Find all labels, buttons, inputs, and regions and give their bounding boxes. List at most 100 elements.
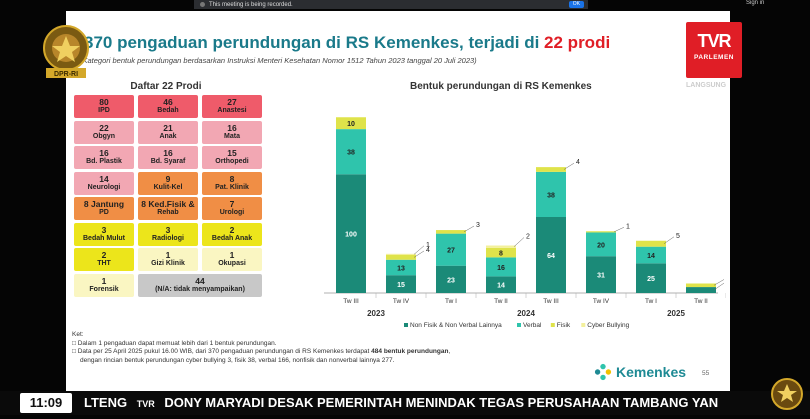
- bar-value-label: 20: [597, 242, 605, 249]
- prodi-label: Radiologi: [152, 234, 184, 242]
- bar-value-label: 8: [499, 251, 503, 258]
- prodi-label: Anak: [159, 132, 177, 140]
- prodi-cell: 8 Pat. Klinik: [202, 171, 262, 195]
- x-tick-label: Tw IV: [393, 298, 410, 305]
- prodi-label: Urologi: [219, 209, 245, 216]
- slide-title: 370 pengaduan perundungan di RS Kemenkes…: [84, 33, 610, 53]
- bar-value-label: 16: [497, 265, 505, 272]
- prodi-cell: 1 Forensik: [74, 273, 134, 297]
- bar-segment: [386, 255, 416, 260]
- tvr-parlemen-logo: TVR PARLEMEN: [686, 22, 742, 78]
- bar-value-label: 1: [626, 223, 630, 230]
- dpr-emblem-text: DPR-RI: [54, 71, 78, 78]
- callout-line: [413, 250, 425, 258]
- bar-segment: [536, 171, 566, 217]
- tvr-logo-subtext: PARLEMEN: [694, 54, 734, 61]
- bar-value-label: 4: [576, 159, 580, 166]
- prodi-count: 21: [163, 122, 173, 133]
- prodi-label: Bedah Anak: [211, 234, 253, 242]
- bar-segment: [436, 265, 466, 293]
- prodi-label: Bedah: [157, 107, 179, 114]
- prodi-label: Rehab: [157, 209, 179, 216]
- prodi-list-panel: Daftar 22 Prodi 80 IPD 46 Bedah 27 Anastesi 22…: [70, 81, 262, 315]
- bar-segment: [336, 129, 366, 175]
- ticker-logo: TVR: [136, 398, 155, 409]
- prodi-cell: 14 Neurologi: [74, 171, 134, 195]
- prodi-count: 15: [227, 148, 237, 158]
- prodi-count: 44: [195, 275, 205, 286]
- x-tick-label: Tw III: [543, 298, 559, 305]
- bar-segment: [386, 259, 416, 276]
- prodi-count: 2: [101, 250, 107, 260]
- year-label: 2023: [367, 309, 385, 318]
- bar-value-label: 4: [426, 247, 430, 254]
- prodi-label: (N/A: tidak menyampaikan): [155, 285, 245, 293]
- prodi-count: 16: [99, 148, 109, 158]
- callout-line: [463, 225, 475, 233]
- x-tick-label: Tw III: [343, 298, 359, 305]
- prodi-count: 27: [227, 97, 237, 107]
- prodi-cell: 16 Bd. Plastik: [74, 146, 134, 169]
- x-tick-label: Tw II: [694, 298, 708, 305]
- bar-value-label: 14: [497, 283, 505, 290]
- slide-subtitle: (Kategori bentuk perundungan berdasarkan…: [80, 56, 477, 65]
- bar-segment: [536, 167, 566, 172]
- prodi-label: Bedah Mulut: [83, 234, 125, 242]
- prodi-count: 16: [163, 148, 173, 158]
- prodi-label: Kulit-Kel: [153, 183, 183, 191]
- recording-notice-bar: This meeting is being recorded. OK: [194, 0, 588, 9]
- prodi-count: 7: [229, 199, 235, 209]
- prodi-count: 46: [163, 97, 173, 107]
- x-tick-label: Tw I: [445, 298, 457, 305]
- prodi-cell: 8 Ked.Fisik & Rehab: [138, 197, 198, 220]
- note-item: □ Data per 25 April 2025 pukul 16.00 WIB…: [72, 348, 451, 355]
- note-item: □ Dalam 1 pengaduan dapat memuat lebih d…: [72, 339, 277, 347]
- prodi-cell: 7 Urologi: [202, 197, 262, 220]
- prodi-cell: 44 (N/A: tidak menyampaikan): [138, 273, 262, 297]
- prodi-cell: 3 Radiologi: [138, 222, 198, 246]
- note-2-pre: Data per 25 April 2025 pukul 16.00 WIB, …: [77, 348, 372, 355]
- presentation-slide: 370 pengaduan perundungan di RS Kemenkes…: [66, 11, 730, 391]
- slide-title-highlight: 22 prodi: [544, 33, 611, 52]
- prodi-count: 3: [101, 224, 107, 235]
- live-label: LANGSUNG: [686, 82, 727, 89]
- bar-segment: [436, 230, 466, 234]
- dpr-seal-icon: [771, 378, 803, 410]
- bar-segment: [486, 276, 516, 293]
- bar-segment: [686, 287, 716, 293]
- bar-segment: [336, 174, 366, 293]
- prodi-cell: 22 Obgyn: [74, 120, 134, 144]
- prodi-label: Mata: [224, 132, 240, 140]
- callout-line: [613, 227, 625, 233]
- callout-line: [713, 282, 725, 291]
- prodi-cell: 1 Okupasi: [202, 248, 262, 271]
- prodi-count: 8: [229, 173, 235, 184]
- bar-value-label: 13: [397, 265, 405, 272]
- prodi-count: 16: [227, 122, 237, 133]
- kemenkes-logo-icon: [594, 363, 612, 381]
- x-tick-label: Tw II: [494, 298, 508, 305]
- news-ticker: [0, 391, 810, 415]
- legend-swatch: [404, 323, 408, 327]
- callout-line: [563, 162, 575, 170]
- prodi-count: 1: [229, 250, 235, 260]
- bar-segment: [636, 240, 666, 247]
- prodi-cell: 2 Bedah Anak: [202, 222, 262, 246]
- prodi-count: 80: [99, 97, 109, 107]
- recording-ok-button[interactable]: OK: [568, 1, 584, 8]
- note-2-post: ,: [448, 348, 451, 355]
- callout-line: [713, 279, 725, 286]
- bar-segment: [586, 256, 616, 293]
- bar-value-label: 10: [347, 121, 355, 128]
- prodi-label: Forensik: [89, 285, 119, 293]
- prodi-cell: 3 Bedah Mulut: [74, 222, 134, 246]
- tvr-logo-text: TVR: [697, 31, 732, 51]
- bar-segment: [536, 217, 566, 293]
- signin-link[interactable]: Sign in: [746, 0, 765, 6]
- x-tick-label: Tw I: [645, 298, 657, 305]
- prodi-label: Okupasi: [218, 260, 246, 267]
- bar-segment: [586, 232, 616, 257]
- dpr-emblem-icon: DPR-RI: [43, 25, 89, 78]
- bar-segment: [386, 275, 416, 293]
